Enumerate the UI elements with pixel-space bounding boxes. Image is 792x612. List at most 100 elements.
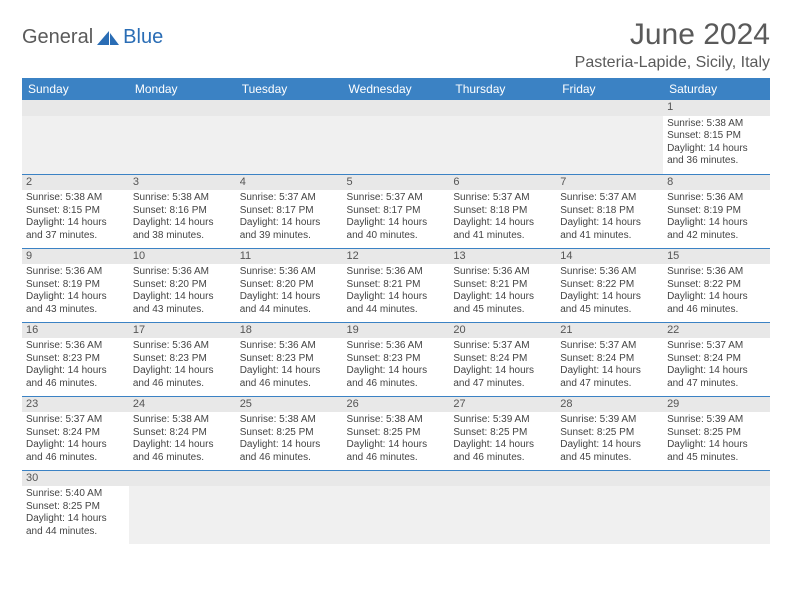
sunset-line: Sunset: 8:24 PM [133,427,232,440]
sunset-line: Sunset: 8:20 PM [133,279,232,292]
logo-sail-icon [95,29,121,47]
day-number: 26 [343,397,450,413]
sunrise-line: Sunrise: 5:36 AM [133,340,232,353]
sunrise-line: Sunrise: 5:36 AM [667,266,766,279]
daynum-empty [556,100,663,116]
sunrise-line: Sunrise: 5:39 AM [667,414,766,427]
sunset-line: Sunset: 8:20 PM [240,279,339,292]
day-cell: 20Sunrise: 5:37 AMSunset: 8:24 PMDayligh… [449,322,556,396]
day-number: 23 [22,397,129,413]
sunset-line: Sunset: 8:15 PM [667,130,766,143]
day-cell [343,100,450,174]
sunrise-line: Sunrise: 5:36 AM [240,266,339,279]
sunrise-line: Sunrise: 5:37 AM [26,414,125,427]
dayname-sat: Saturday [663,78,770,100]
sunrise-line: Sunrise: 5:36 AM [240,340,339,353]
daylight-line: Daylight: 14 hours and 38 minutes. [133,217,232,242]
day-number: 22 [663,323,770,339]
daylight-line: Daylight: 14 hours and 44 minutes. [347,291,446,316]
daylight-line: Daylight: 14 hours and 41 minutes. [453,217,552,242]
sunrise-line: Sunrise: 5:39 AM [453,414,552,427]
day-cell: 7Sunrise: 5:37 AMSunset: 8:18 PMDaylight… [556,174,663,248]
daynum-empty [129,100,236,116]
sunset-line: Sunset: 8:25 PM [26,501,125,514]
day-cell: 19Sunrise: 5:36 AMSunset: 8:23 PMDayligh… [343,322,450,396]
day-cell [556,470,663,544]
day-cell [129,100,236,174]
sunset-line: Sunset: 8:19 PM [667,205,766,218]
daylight-line: Daylight: 14 hours and 44 minutes. [26,513,125,538]
week-row: 30Sunrise: 5:40 AMSunset: 8:25 PMDayligh… [22,470,770,544]
daylight-line: Daylight: 14 hours and 47 minutes. [560,365,659,390]
day-number: 29 [663,397,770,413]
daylight-line: Daylight: 14 hours and 45 minutes. [667,439,766,464]
day-number: 1 [663,100,770,116]
sunset-line: Sunset: 8:22 PM [667,279,766,292]
sunset-line: Sunset: 8:23 PM [347,353,446,366]
daylight-line: Daylight: 14 hours and 45 minutes. [560,439,659,464]
daynum-empty [449,100,556,116]
day-number: 16 [22,323,129,339]
day-number: 4 [236,175,343,191]
daylight-line: Daylight: 14 hours and 46 minutes. [347,365,446,390]
sunrise-line: Sunrise: 5:38 AM [133,192,232,205]
sunset-line: Sunset: 8:17 PM [240,205,339,218]
sunset-line: Sunset: 8:25 PM [240,427,339,440]
daylight-line: Daylight: 14 hours and 41 minutes. [560,217,659,242]
sunset-line: Sunset: 8:24 PM [453,353,552,366]
daylight-line: Daylight: 14 hours and 46 minutes. [240,365,339,390]
daynum-empty [236,100,343,116]
daynum-empty [556,471,663,487]
day-cell [556,100,663,174]
sunset-line: Sunset: 8:16 PM [133,205,232,218]
day-cell: 5Sunrise: 5:37 AMSunset: 8:17 PMDaylight… [343,174,450,248]
sunset-line: Sunset: 8:15 PM [26,205,125,218]
sunrise-line: Sunrise: 5:37 AM [667,340,766,353]
sunset-line: Sunset: 8:21 PM [347,279,446,292]
day-number: 18 [236,323,343,339]
day-number: 24 [129,397,236,413]
title-block: June 2024 Pasteria-Lapide, Sicily, Italy [575,18,770,72]
day-cell: 25Sunrise: 5:38 AMSunset: 8:25 PMDayligh… [236,396,343,470]
logo-text-general: General [22,26,93,49]
day-cell: 23Sunrise: 5:37 AMSunset: 8:24 PMDayligh… [22,396,129,470]
day-number: 9 [22,249,129,265]
sunrise-line: Sunrise: 5:36 AM [347,340,446,353]
daylight-line: Daylight: 14 hours and 46 minutes. [26,439,125,464]
daylight-line: Daylight: 14 hours and 40 minutes. [347,217,446,242]
daylight-line: Daylight: 14 hours and 44 minutes. [240,291,339,316]
sunset-line: Sunset: 8:17 PM [347,205,446,218]
daylight-line: Daylight: 14 hours and 46 minutes. [133,365,232,390]
daylight-line: Daylight: 14 hours and 36 minutes. [667,143,766,168]
daynum-empty [343,471,450,487]
sunrise-line: Sunrise: 5:37 AM [347,192,446,205]
day-cell: 27Sunrise: 5:39 AMSunset: 8:25 PMDayligh… [449,396,556,470]
sunrise-line: Sunrise: 5:36 AM [26,266,125,279]
day-cell: 16Sunrise: 5:36 AMSunset: 8:23 PMDayligh… [22,322,129,396]
sunrise-line: Sunrise: 5:38 AM [26,192,125,205]
daynum-empty [663,471,770,487]
daynum-empty [236,471,343,487]
day-cell: 18Sunrise: 5:36 AMSunset: 8:23 PMDayligh… [236,322,343,396]
day-number: 2 [22,175,129,191]
logo: General Blue [22,26,163,49]
dayname-tue: Tuesday [236,78,343,100]
daylight-line: Daylight: 14 hours and 46 minutes. [453,439,552,464]
day-cell: 6Sunrise: 5:37 AMSunset: 8:18 PMDaylight… [449,174,556,248]
daylight-line: Daylight: 14 hours and 46 minutes. [26,365,125,390]
sunset-line: Sunset: 8:23 PM [26,353,125,366]
day-cell: 2Sunrise: 5:38 AMSunset: 8:15 PMDaylight… [22,174,129,248]
sunset-line: Sunset: 8:24 PM [26,427,125,440]
sunset-line: Sunset: 8:25 PM [347,427,446,440]
day-number: 15 [663,249,770,265]
day-number: 7 [556,175,663,191]
sunrise-line: Sunrise: 5:37 AM [560,340,659,353]
daylight-line: Daylight: 14 hours and 45 minutes. [560,291,659,316]
sunset-line: Sunset: 8:23 PM [133,353,232,366]
day-number: 30 [22,471,129,487]
day-number: 21 [556,323,663,339]
daylight-line: Daylight: 14 hours and 43 minutes. [133,291,232,316]
sunrise-line: Sunrise: 5:36 AM [453,266,552,279]
day-number: 25 [236,397,343,413]
sunset-line: Sunset: 8:19 PM [26,279,125,292]
